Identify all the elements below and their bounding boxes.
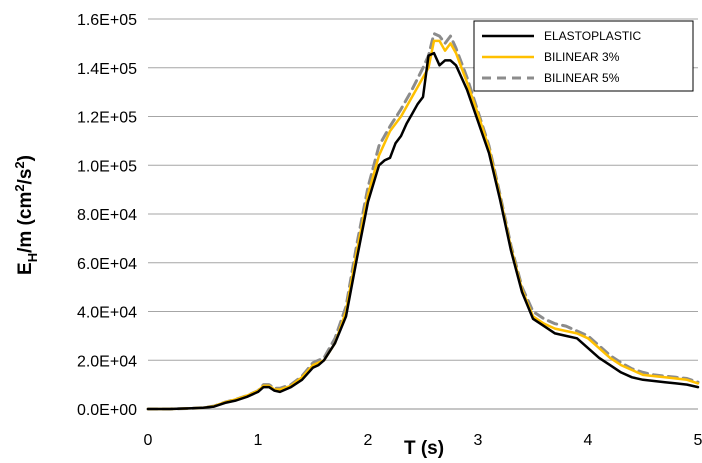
x-axis-label: T (s) (404, 438, 444, 459)
y-axis-label: EH/m (cm2/s2) (12, 155, 40, 275)
legend: ELASTOPLASTIC BILINEAR 3% BILINEAR 5% (473, 20, 694, 92)
y-tick-label: 8.0E+04 (77, 207, 137, 224)
series-line-elastoplastic (146, 51, 700, 411)
legend-label: ELASTOPLASTIC (544, 29, 641, 43)
x-tick-label: 4 (584, 432, 593, 449)
x-tick-label: 3 (474, 432, 483, 449)
y-tick-label: 2.0E+04 (77, 353, 137, 370)
x-tick-label: 2 (364, 432, 373, 449)
y-tick-labels: 0.0E+00 2.0E+04 4.0E+04 6.0E+04 8.0E+04 1.0E+… (77, 12, 137, 419)
y-label-sup2: 2 (12, 161, 27, 168)
y-tick-label: 1.2E+05 (77, 110, 137, 127)
y-tick-label: 1.6E+05 (77, 12, 137, 29)
y-tick-label: 6.0E+04 (77, 256, 137, 273)
y-tick-label: 0.0E+00 (77, 402, 137, 419)
y-label-rest: /m (cm (15, 192, 36, 253)
y-label-mid: /s (15, 169, 36, 185)
y-tick-label: 1.0E+05 (77, 158, 137, 175)
y-label-sub: H (25, 253, 40, 262)
y-label-base: E (15, 262, 36, 275)
series-lines (146, 32, 700, 411)
x-tick-label: 5 (694, 432, 702, 449)
y-tick-label: 1.4E+05 (77, 61, 137, 78)
legend-label: BILINEAR 3% (544, 50, 620, 64)
x-tick-label: 1 (254, 432, 263, 449)
y-label-end: ) (15, 155, 36, 161)
x-tick-label: 0 (144, 432, 153, 449)
grid-lines (148, 18, 698, 361)
y-tick-label: 4.0E+04 (77, 305, 137, 322)
legend-label: BILINEAR 5% (544, 71, 620, 85)
x-tick-labels: 0 1 2 3 4 5 (144, 432, 702, 449)
y-label-sup1: 2 (12, 184, 27, 191)
